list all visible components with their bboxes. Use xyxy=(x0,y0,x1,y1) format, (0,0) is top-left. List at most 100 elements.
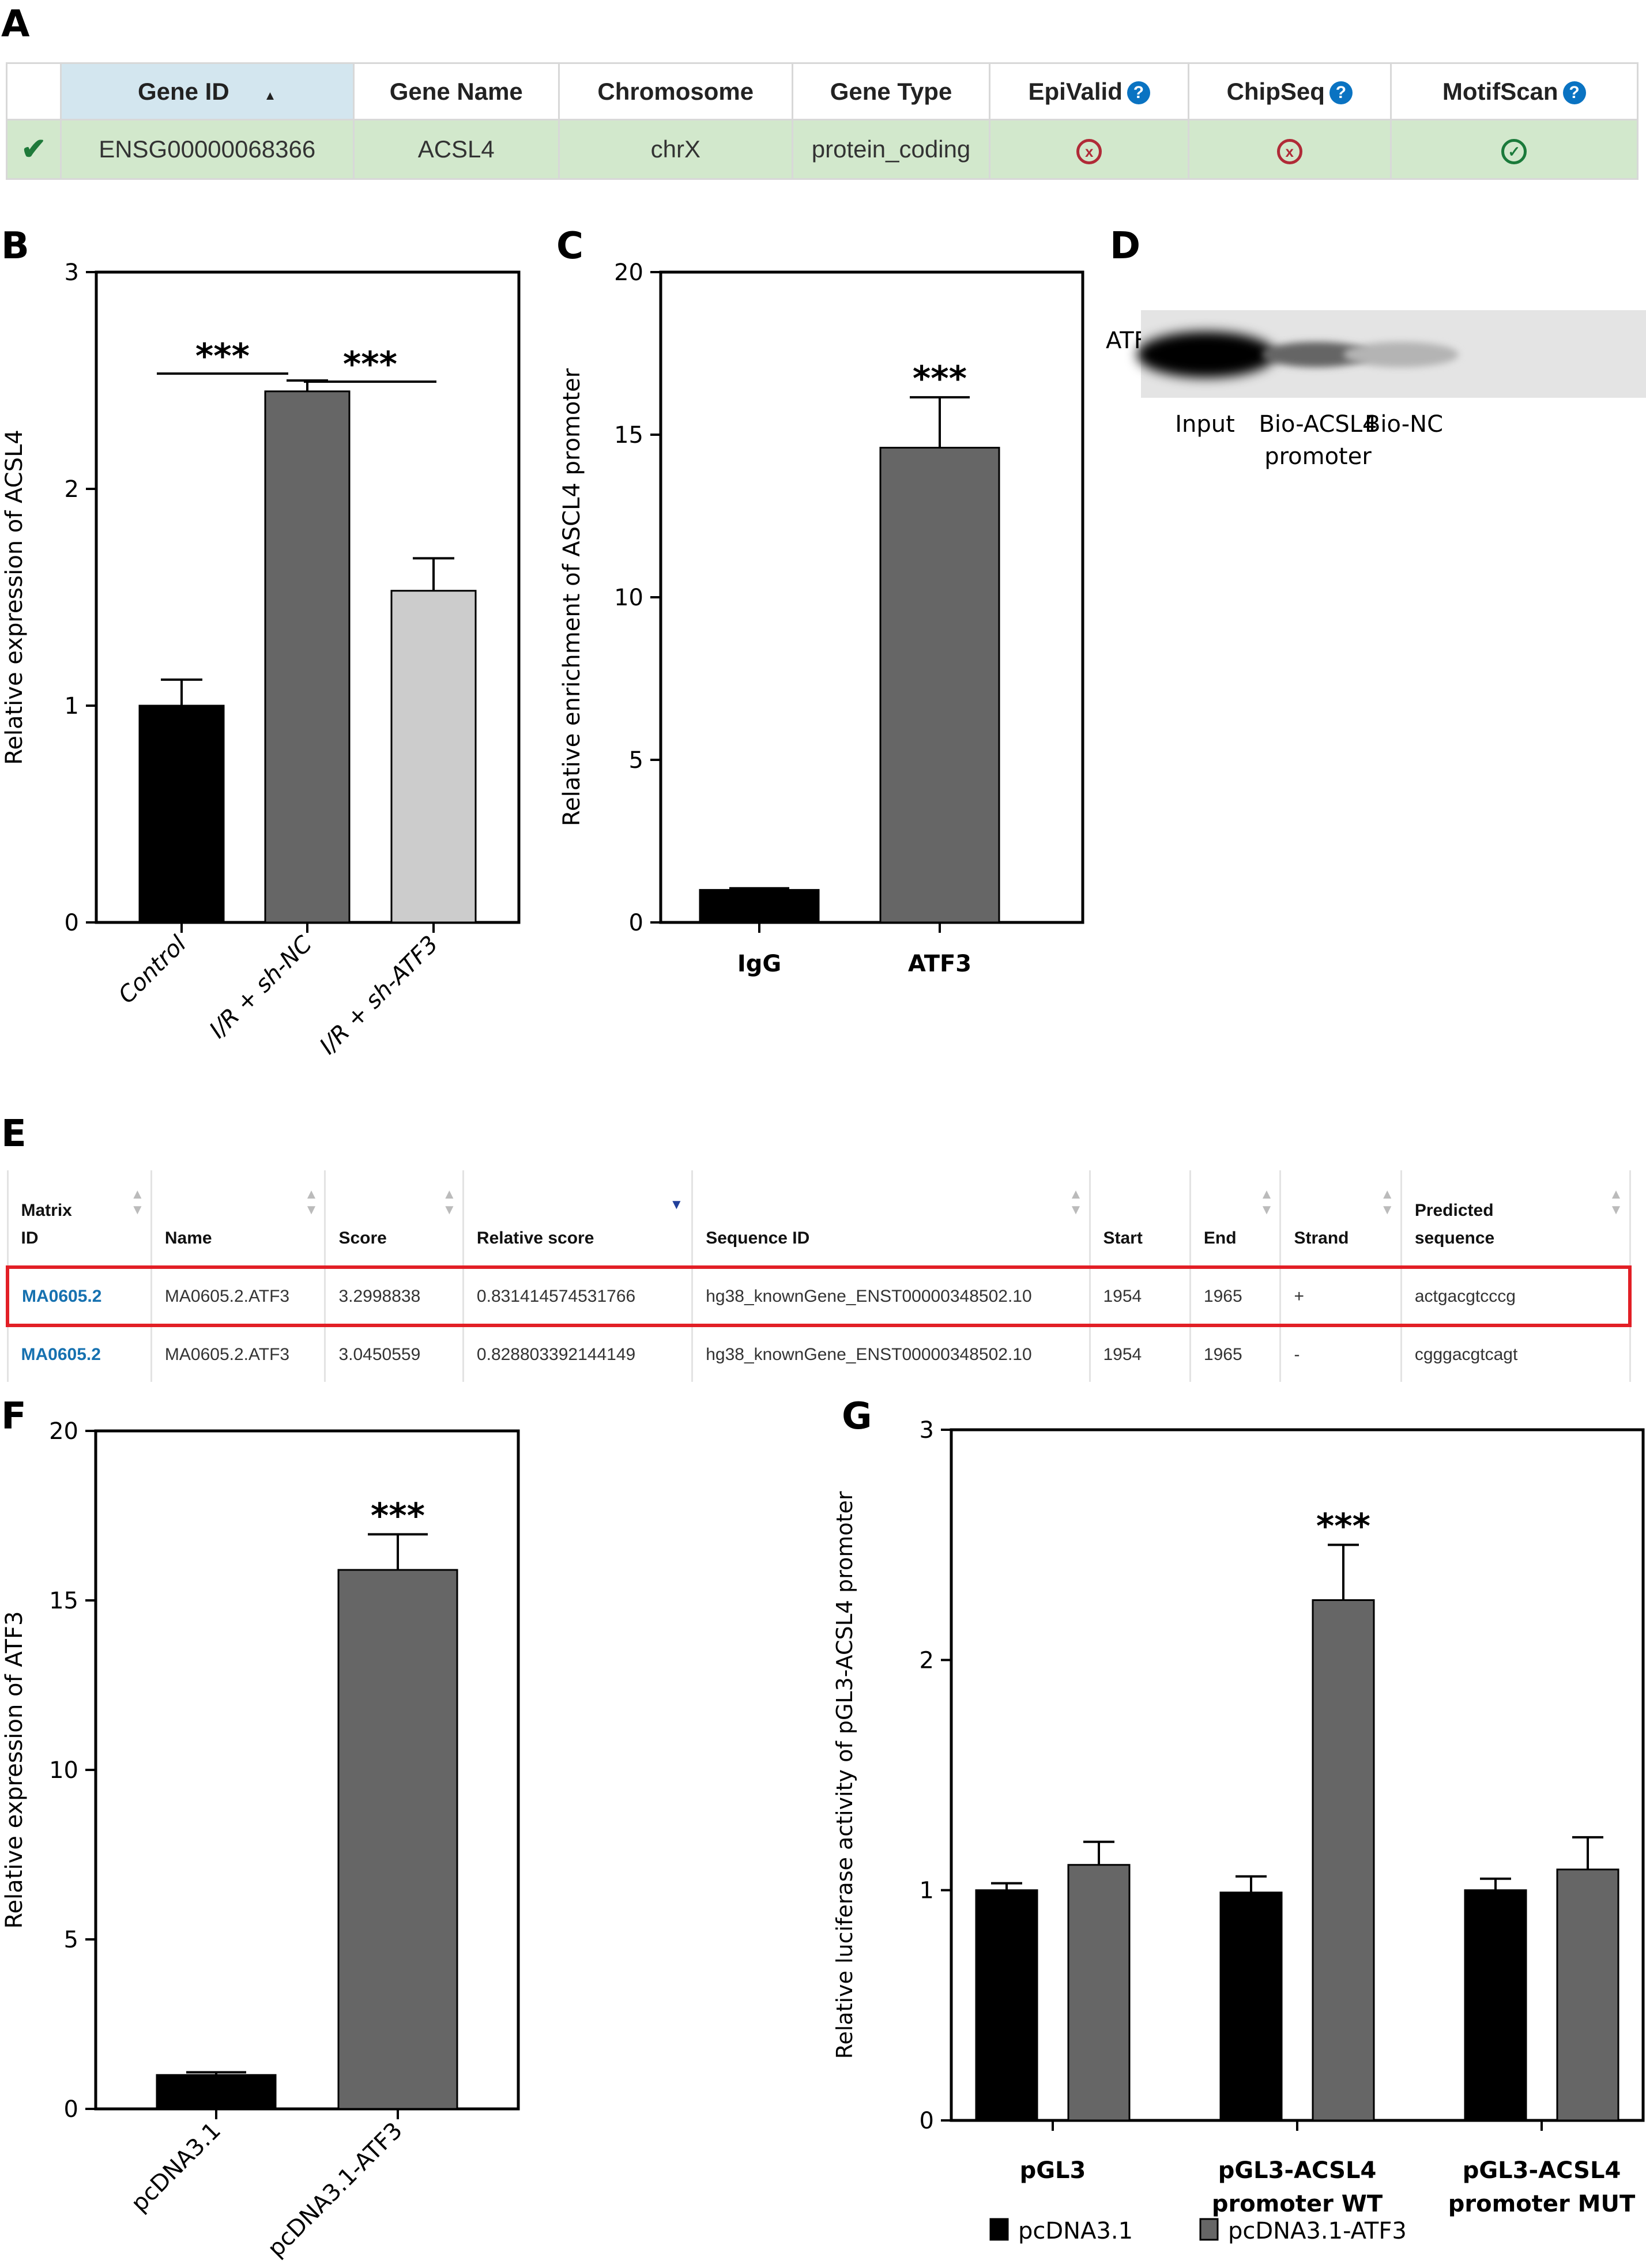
column-header[interactable]: Strand ▲▼ xyxy=(1279,1170,1402,1267)
plot-frame xyxy=(950,1428,1645,2122)
matrix-id-link[interactable]: MA0605.2 xyxy=(21,1344,101,1364)
plot-frame xyxy=(659,270,1084,924)
y-tick-label: 0 xyxy=(64,2096,78,2123)
y-tick-label: 2 xyxy=(920,1647,934,1674)
significance-stars: *** xyxy=(1316,1506,1370,1547)
gene-id-cell: ENSG00000068366 xyxy=(59,119,355,180)
chromosome-cell: chrX xyxy=(558,119,793,180)
column-header[interactable]: Sequence ID ▲▼ xyxy=(691,1170,1091,1267)
column-header[interactable]: Score ▲▼ xyxy=(324,1170,464,1267)
column-label: ChipSeq xyxy=(1226,77,1325,105)
sort-icon[interactable]: ▲▼ xyxy=(1608,1186,1624,1218)
x-tick-label: Control xyxy=(114,931,191,1009)
column-header-epivalid[interactable]: EpiValid? xyxy=(989,62,1189,120)
sort-ascending-icon[interactable]: ▲ xyxy=(263,88,277,103)
column-label: EpiValid xyxy=(1028,77,1123,105)
column-label: Name xyxy=(164,1229,212,1248)
y-tick-label: 5 xyxy=(629,747,643,774)
column-label: Start xyxy=(1103,1229,1143,1248)
legend-label: pcDNA3.1-ATF3 xyxy=(1228,2218,1407,2244)
bar xyxy=(879,447,1000,924)
y-tick-label: 3 xyxy=(65,259,79,286)
help-icon[interactable]: ? xyxy=(1562,81,1586,105)
column-label: sequence xyxy=(1414,1229,1495,1248)
column-header-motifscan[interactable]: MotifScan? xyxy=(1389,62,1639,120)
column-header[interactable]: Start xyxy=(1088,1170,1191,1267)
sort-icon[interactable]: ▲▼ xyxy=(129,1186,145,1218)
significance-stars: *** xyxy=(913,359,967,399)
y-tick-label: 0 xyxy=(920,2108,934,2134)
y-tick-label: 10 xyxy=(614,585,643,611)
x-tick-label: pGL3-ACSL4 xyxy=(1218,2157,1377,2184)
table-row[interactable]: MA0605.2 MA0605.2.ATF3 3.0450559 0.82880339… xyxy=(6,1325,1631,1382)
gene-table-header: Gene ID ▲ Gene Name Chromosome Gene Type … xyxy=(6,62,1639,120)
significance-stars: *** xyxy=(195,336,250,376)
column-label: Sequence ID xyxy=(706,1229,810,1248)
y-tick-label: 15 xyxy=(49,1588,78,1614)
column-label: Strand xyxy=(1294,1229,1349,1248)
sort-icon[interactable]: ▲▼ xyxy=(1068,1186,1084,1218)
column-header-chipseq[interactable]: ChipSeq? xyxy=(1187,62,1392,120)
help-icon[interactable]: ? xyxy=(1329,81,1353,105)
bar xyxy=(1556,1868,1619,2122)
y-tick-label: 0 xyxy=(65,910,79,936)
column-header[interactable]: Predicted sequence ▲▼ xyxy=(1400,1170,1631,1267)
gene-table: Gene ID ▲ Gene Name Chromosome Gene Type … xyxy=(6,62,1639,180)
table-cell: 3.2998838 xyxy=(324,1265,464,1327)
fail-circle-icon: x xyxy=(1076,138,1102,164)
column-header-gene-id[interactable]: Gene ID ▲ xyxy=(59,62,355,120)
column-header[interactable]: Matrix ID ▲▼ xyxy=(6,1170,152,1267)
blot-band xyxy=(1343,342,1459,367)
chipseq-cell: x xyxy=(1187,119,1392,180)
help-icon[interactable]: ? xyxy=(1127,81,1150,105)
x-tick-label: promoter MUT xyxy=(1448,2191,1636,2217)
column-header[interactable]: Relative score ▼ xyxy=(462,1170,694,1267)
y-tick-label: 15 xyxy=(614,422,643,449)
column-label: Gene ID xyxy=(137,77,229,105)
blot-lane-label: Input xyxy=(1124,408,1286,440)
column-label: MotifScan xyxy=(1442,77,1558,105)
table-cell: 1954 xyxy=(1088,1325,1191,1382)
blot-lane-label: Bio-NC xyxy=(1323,408,1485,440)
y-axis-label: Relative enrichment of ASCL4 promoter xyxy=(559,368,585,826)
x-tick-label: pcDNA3.1-ATF3 xyxy=(262,2118,408,2263)
y-axis-label: Relative expression of ATF3 xyxy=(1,1611,28,1929)
y-tick-label: 0 xyxy=(629,910,643,936)
x-tick-label: I/R + sh-ATF3 xyxy=(315,931,443,1060)
table-row[interactable]: ✔ ENSG00000068366 ACSL4 chrX protein_cod… xyxy=(6,119,1639,180)
motif-table-header: Matrix ID ▲▼ Name ▲▼ Score ▲▼ Relative score ▼ Se… xyxy=(6,1170,1631,1267)
column-header-chromosome[interactable]: Chromosome xyxy=(558,62,793,120)
panel-label-a: A xyxy=(1,3,30,46)
matrix-id-link[interactable]: MA0605.2 xyxy=(22,1286,102,1306)
gene-name-cell: ACSL4 xyxy=(352,119,560,180)
column-label: ID xyxy=(21,1229,39,1248)
column-label: Relative score xyxy=(476,1229,594,1248)
panel-label-b: B xyxy=(1,225,29,268)
bar xyxy=(390,590,477,924)
column-header-gene-name[interactable]: Gene Name xyxy=(352,62,560,120)
bar xyxy=(1464,1889,1527,2122)
column-label: Predicted xyxy=(1414,1201,1494,1220)
sort-icon[interactable]: ▲▼ xyxy=(303,1186,319,1218)
significance-stars: *** xyxy=(371,1495,425,1536)
column-header-gene-type[interactable]: Gene Type xyxy=(791,62,991,120)
y-tick-label: 2 xyxy=(65,476,79,503)
motif-table: Matrix ID ▲▼ Name ▲▼ Score ▲▼ Relative score ▼ Se… xyxy=(5,1170,1632,1382)
column-label: Gene Type xyxy=(830,77,952,105)
sort-icon[interactable]: ▲▼ xyxy=(441,1186,457,1218)
check-icon: ✔ xyxy=(21,133,47,166)
sort-descending-icon[interactable]: ▼ xyxy=(669,1197,684,1212)
table-cell: MA0605.2 xyxy=(5,1265,152,1327)
panel-label-d: D xyxy=(1110,225,1141,268)
sort-icon[interactable]: ▲▼ xyxy=(1259,1186,1275,1218)
column-header[interactable]: End ▲▼ xyxy=(1189,1170,1282,1267)
gene-type-cell: protein_coding xyxy=(791,119,991,180)
table-row-highlighted[interactable]: MA0605.2 MA0605.2.ATF3 3.2998838 0.83141457… xyxy=(5,1265,1632,1327)
column-header[interactable]: Name ▲▼ xyxy=(150,1170,326,1267)
sort-icon[interactable]: ▲▼ xyxy=(1379,1186,1395,1218)
lane-label-line: Bio-ACSL4 xyxy=(1259,411,1377,438)
table-cell: hg38_knownGene_ENST00000348502.10 xyxy=(691,1325,1091,1382)
lane-label-line: promoter xyxy=(1264,443,1372,470)
row-select-cell[interactable]: ✔ xyxy=(6,119,62,180)
